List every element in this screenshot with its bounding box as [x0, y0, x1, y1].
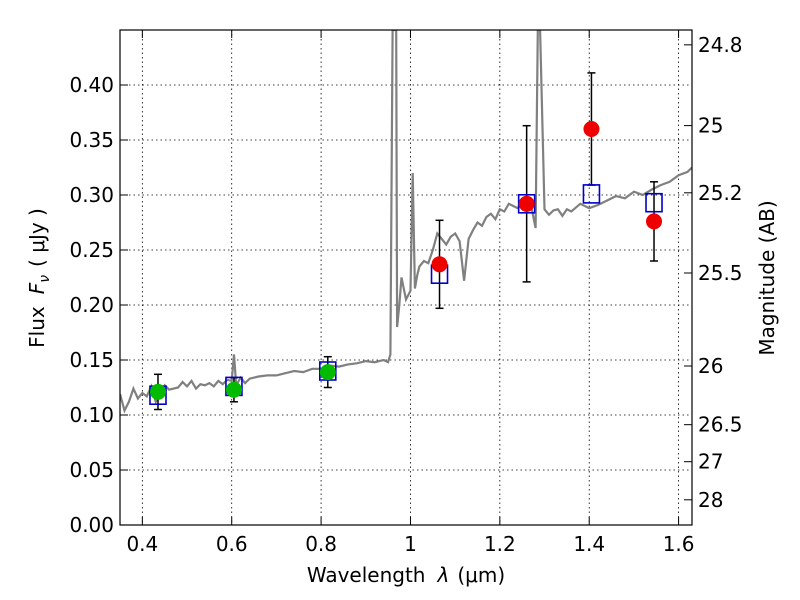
model-point [582, 184, 601, 204]
optical-point [149, 383, 166, 400]
y-tick-label: 0.00 [69, 513, 114, 537]
nir-point [431, 256, 448, 273]
y-axis-label: FluxFν( μJy ) [25, 208, 53, 348]
y-tick-label: 0.40 [69, 73, 114, 97]
x-tick-label: 1.4 [573, 532, 605, 556]
y-tick-label: 0.15 [69, 348, 114, 372]
y-tick-label: 0.25 [69, 238, 114, 262]
nir-point [646, 213, 663, 230]
x-tick-label: 1.6 [663, 532, 695, 556]
y-tick-label: 0.30 [69, 183, 114, 207]
y2-tick-label: 26 [698, 354, 723, 378]
y-tick-label: 0.20 [69, 293, 114, 317]
x-tick-label: 0.8 [305, 532, 337, 556]
y2-tick-label: 28 [698, 488, 723, 512]
y2-tick-label: 25 [698, 114, 723, 138]
x-tick-label: 0.4 [126, 532, 158, 556]
spectrum-line [120, 30, 692, 414]
nir-point [518, 195, 535, 212]
optical-point [319, 364, 336, 381]
y-tick-label: 0.35 [69, 128, 114, 152]
x-axis-label: Wavelength λ (μm) [307, 563, 505, 587]
x-tick-label: 1 [404, 532, 417, 556]
nir-point [583, 121, 600, 137]
model-point [645, 192, 663, 213]
x-tick-label: 0.6 [216, 532, 248, 556]
y2-tick-label: 25.5 [698, 261, 743, 285]
plot-area [120, 30, 692, 414]
optical-point [225, 381, 242, 398]
y2-tick-label: 25.2 [698, 181, 743, 205]
y2-tick-label: 27 [698, 450, 723, 474]
axes-frame [119, 29, 693, 526]
y2-tick-label: 26.5 [698, 413, 743, 437]
y-tick-label: 0.05 [69, 458, 114, 482]
secondary-y-axis-label: Magnitude (AB) [755, 200, 779, 355]
y-tick-label: 0.10 [69, 403, 114, 427]
x-tick-label: 1.2 [484, 532, 516, 556]
ticks: 0.4 0.6 0.8 1 1.2 1.4 1.6 0.00 0.05 0.10 0.15 0.20 0… [69, 30, 743, 556]
y2-tick-label: 24.8 [698, 33, 743, 57]
